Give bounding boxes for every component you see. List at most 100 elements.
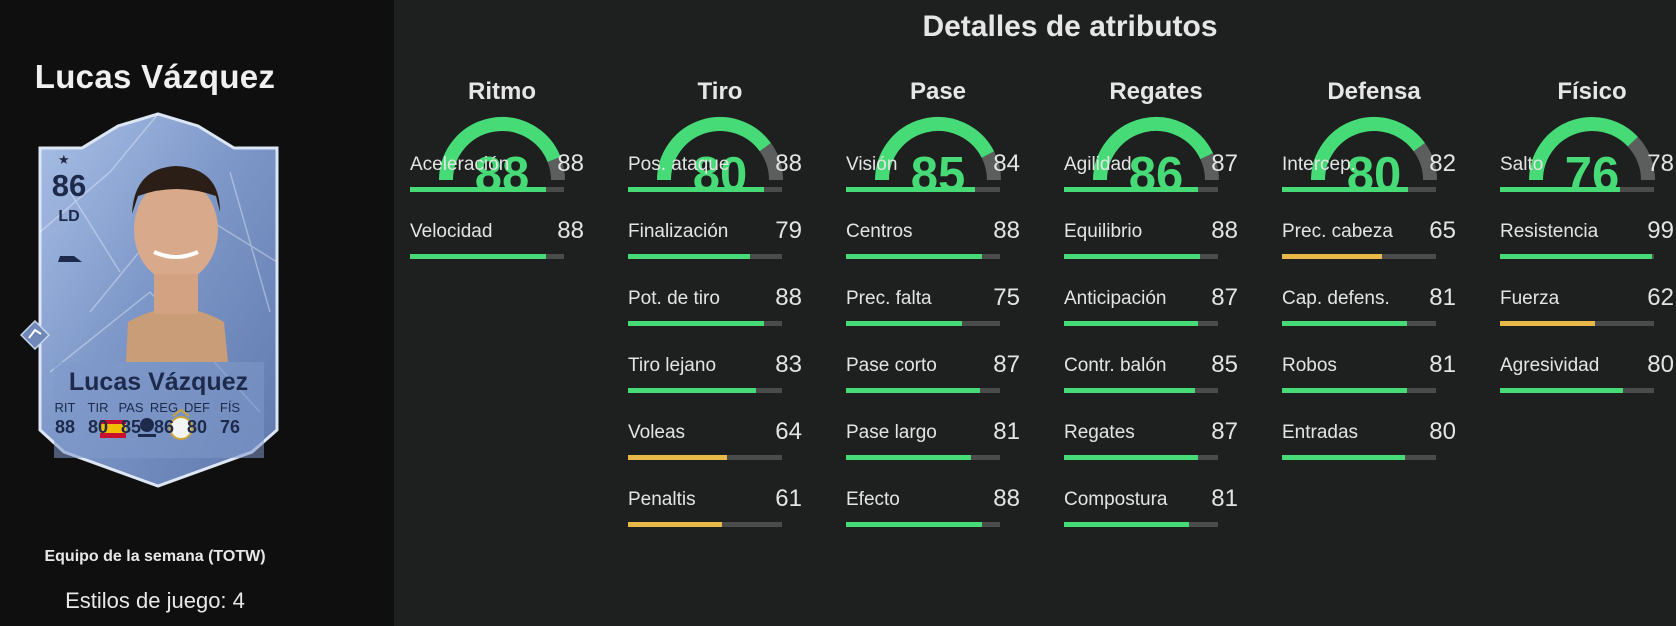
attribute-value: 75: [993, 284, 1020, 311]
player-card[interactable]: ★ 86 LD Lucas Vázquez RIT TIR PAS REG DE…: [30, 112, 287, 490]
card-stat-label: TIR: [87, 400, 109, 415]
category-gauge: [439, 117, 565, 181]
attribute-bar-fill: [1500, 388, 1624, 393]
attribute-bar-fill: [1064, 455, 1198, 460]
card-stat-value: 80: [186, 417, 208, 437]
category-rating: 76: [1564, 148, 1620, 202]
category-title: Físico: [1557, 78, 1627, 105]
attribute-name: Contr. balón: [1064, 355, 1167, 376]
category-title: Defensa: [1327, 78, 1421, 105]
attribute-value: 64: [775, 418, 802, 445]
attribute-bar-fill: [1064, 321, 1198, 326]
attribute-bar-track: [628, 522, 782, 527]
attribute-row: Pase largo 81: [838, 418, 1038, 472]
attribute-value: 87: [993, 351, 1020, 378]
attribute-value: 81: [993, 418, 1020, 445]
attribute-bar-fill: [628, 522, 722, 527]
attribute-row: Pase corto 87: [838, 351, 1038, 405]
attribute-name: Tiro lejano: [628, 355, 717, 376]
gauge-track: [1200, 153, 1219, 181]
attr-column-pase: Pase 85 Visión 84 Centros 88 Prec. falta 75 Pase…: [838, 70, 1038, 626]
attribute-bar-track: [628, 388, 782, 393]
playstyle-diamond-icon: [20, 320, 50, 350]
attribute-bar-fill: [846, 321, 962, 326]
attribute-bar-track: [846, 522, 1000, 527]
attribute-value: 81: [1429, 284, 1456, 311]
star-icon: ★: [58, 152, 70, 167]
attribute-value: 87: [1211, 284, 1238, 311]
attribute-value: 88: [993, 485, 1020, 512]
attribute-row: Anticipación 87: [1056, 284, 1256, 338]
category-title: Pase: [909, 78, 967, 105]
attribute-name: Velocidad: [410, 221, 493, 242]
attribute-row: Agresividad 80: [1492, 351, 1676, 405]
attribute-value: 81: [1211, 485, 1238, 512]
card-stat-value: 86: [153, 417, 175, 437]
attribute-bar-fill: [846, 388, 980, 393]
attribute-value: 80: [1429, 418, 1456, 445]
card-stat-label: FÍS: [219, 400, 241, 415]
attribute-value: 88: [557, 150, 584, 177]
attribute-bar-fill: [1064, 388, 1195, 393]
attribute-row: Prec. cabeza 65: [1274, 217, 1474, 271]
category-gauge: [657, 117, 783, 181]
category-gauge: [1529, 117, 1655, 181]
attribute-name: Robos: [1282, 355, 1337, 376]
playstyles-count[interactable]: Estilos de juego: 4: [65, 588, 245, 613]
attribute-row: Salto 78: [1492, 150, 1676, 204]
attribute-bar-fill: [628, 455, 727, 460]
attribute-value: 88: [775, 150, 802, 177]
attribute-value: 88: [775, 284, 802, 311]
attribute-bar-track: [410, 254, 564, 259]
attribute-row: Intercep. 82: [1274, 150, 1474, 204]
gauge-fill: [657, 117, 771, 181]
attribute-row: Aceleración 88: [402, 150, 602, 204]
card-stat-value: 80: [87, 417, 109, 437]
attribute-row: Robos 81: [1274, 351, 1474, 405]
attribute-value: 79: [775, 217, 802, 244]
attribute-bar-fill: [1282, 388, 1407, 393]
attribute-name: Salto: [1500, 154, 1544, 175]
card-background: [38, 112, 279, 488]
attr-column-defensa: Defensa 80 Intercep. 82 Prec. cabeza 65 Cap. d…: [1274, 70, 1474, 626]
spain-flag-icon: [100, 420, 126, 438]
attribute-bar-track: [1282, 187, 1436, 192]
attribute-name: Equilibrio: [1064, 221, 1143, 242]
category-rating: 88: [474, 148, 530, 202]
card-stat-value: 88: [54, 417, 76, 437]
category-rating: 80: [1346, 148, 1402, 202]
attribute-bar-fill: [1500, 254, 1653, 259]
card-stat-label: DEF: [184, 400, 210, 415]
category-gauge: [1311, 117, 1437, 181]
category-title: Tiro: [697, 78, 743, 105]
attribute-name: Compostura: [1064, 489, 1168, 510]
attribute-bar-fill: [1282, 455, 1406, 460]
attr-column-físico: Físico 76 Salto 78 Resistencia 99 Fuerza 62 Agre…: [1492, 70, 1676, 626]
category-title: Regates: [1109, 78, 1203, 105]
attr-column-tiro: Tiro 80 Pos. ataque 88 Finalización 79 Pot. de…: [620, 70, 820, 626]
attribute-name: Finalización: [628, 221, 729, 242]
attribute-bar-track: [628, 187, 782, 192]
attribute-bar-track: [1064, 321, 1218, 326]
attribute-name: Centros: [846, 221, 913, 242]
attribute-row: Centros 88: [838, 217, 1038, 271]
attribute-bar-fill: [846, 254, 982, 259]
attribute-row: Equilibrio 88: [1056, 217, 1256, 271]
attribute-name: Visión: [846, 154, 898, 175]
card-stat-label: REG: [149, 400, 179, 415]
gauge-fill: [439, 117, 561, 181]
attribute-bar-track: [846, 321, 1000, 326]
card-stat-label: PAS: [118, 400, 144, 415]
gauge-fill: [1093, 117, 1213, 181]
attribute-name: Pase corto: [846, 355, 937, 376]
attribute-bar-track: [1500, 187, 1654, 192]
attribute-bar-track: [1282, 388, 1436, 393]
card-position: LD: [58, 208, 80, 225]
attribute-name: Prec. falta: [846, 288, 932, 309]
card-stat-value: 76: [219, 417, 241, 437]
gauge-track: [981, 151, 1001, 181]
attribute-value: 88: [1211, 217, 1238, 244]
attribute-bar-fill: [628, 254, 750, 259]
attribute-bar-track: [1282, 321, 1436, 326]
boot-icon: [58, 256, 82, 262]
